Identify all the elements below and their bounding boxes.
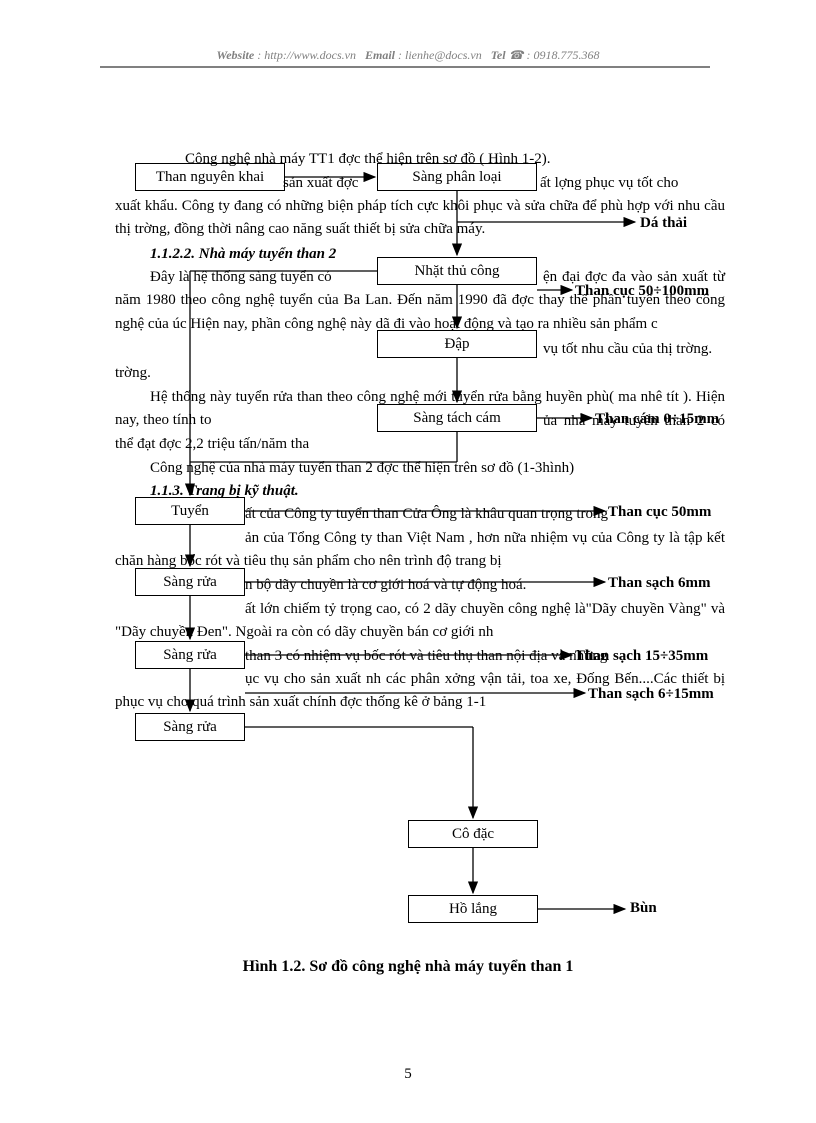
tel-value: : 0918.775.368 — [527, 48, 600, 62]
email-label: Email — [365, 48, 395, 62]
para-2: sản xuất đợc — [283, 172, 383, 195]
out-than-sach-6: Than sạch 6mm — [608, 575, 711, 592]
out-da-thai: Dá thải — [640, 215, 687, 232]
para-4: xuất khẩu. Công ty đang có những biện ph… — [115, 195, 725, 242]
flow-node-sang-phan-loai: Sàng phân loại — [377, 163, 537, 191]
flow-node-sang-rua-2: Sàng rửa — [135, 641, 245, 669]
out-than-cam-0-15: Than cám 0÷15mm — [595, 411, 719, 428]
out-than-cuc-50-100: Than cục 50÷100mm — [575, 283, 709, 300]
para-3: ất lợng phục vụ tốt cho — [540, 172, 740, 195]
flow-node-than-nguyen-khai: Than nguyên khai — [135, 163, 285, 191]
out-than-sach-6-15: Than sạch 6÷15mm — [588, 686, 714, 703]
out-than-sach-15-35: Than sạch 15÷35mm — [575, 648, 708, 665]
para-9a: ất lớn chiếm tỷ trọng cao, có 2 dãy chuy… — [115, 598, 725, 645]
tel-label: Tel — [491, 48, 506, 62]
page-header: Website : http://www.docs.vn Email : lie… — [0, 48, 816, 63]
figure-caption: Hình 1.2. Sơ đồ công nghệ nhà máy tuyển … — [0, 958, 816, 976]
email-value: : lienhe@docs.vn — [398, 48, 482, 62]
para-8b: ản của Tổng Công ty than Việt Nam , hơn … — [115, 527, 725, 574]
flow-node-tuyen: Tuyển — [135, 497, 245, 525]
flow-node-sang-rua-3: Sàng rửa — [135, 713, 245, 741]
website-label: Website — [216, 48, 254, 62]
flow-node-nhat-thu-cong: Nhặt thủ công — [377, 257, 537, 285]
phone-icon: ☎ — [509, 48, 524, 62]
header-rule — [100, 66, 710, 68]
para-7: Công nghệ của nhà máy tuyển than 2 đợc t… — [150, 457, 710, 480]
flow-node-sang-rua-1: Sàng rửa — [135, 568, 245, 596]
out-bun: Bùn — [630, 900, 657, 917]
page-number: 5 — [0, 1066, 816, 1083]
website-value: : http://www.docs.vn — [257, 48, 356, 62]
flow-node-ho-lang: Hồ lắng — [408, 895, 538, 923]
flow-node-sang-tach-cam: Sàng tách cám — [377, 404, 537, 432]
flow-node-co-dac: Cô đặc — [408, 820, 538, 848]
para-5c: vụ tốt nhu cầu của thị trờng. — [543, 338, 728, 361]
flow-node-dap: Đập — [377, 330, 537, 358]
out-than-cuc-50: Than cục 50mm — [608, 504, 711, 521]
